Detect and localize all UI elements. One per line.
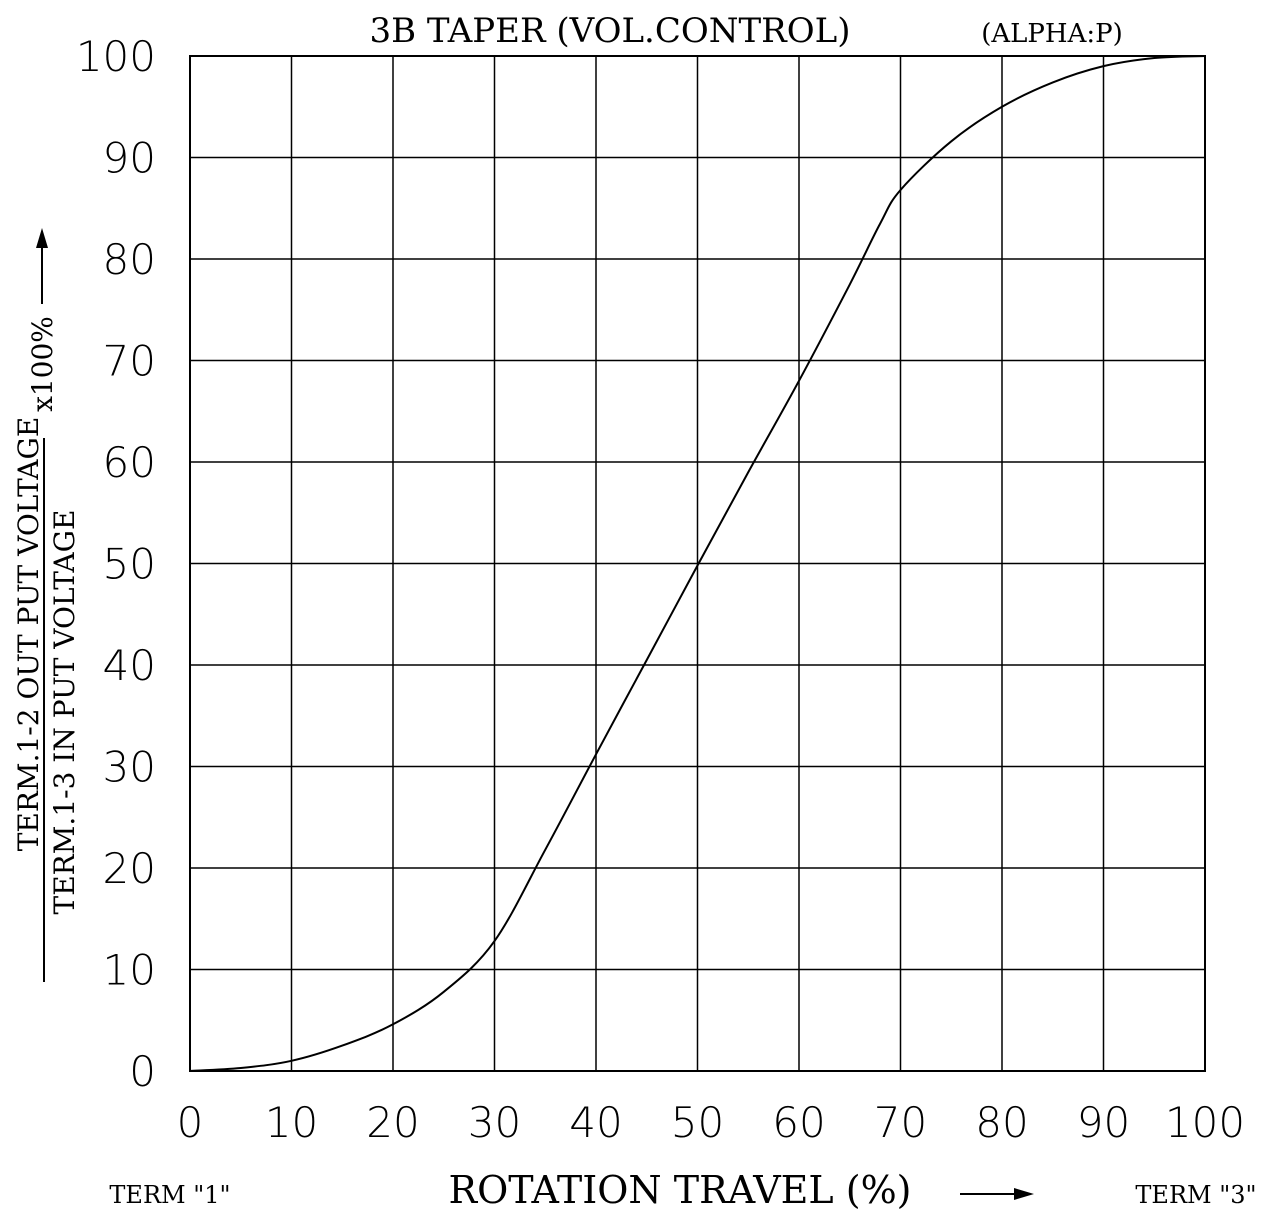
x-tick-label: 10: [265, 1098, 318, 1147]
x-start-term-label: TERM "1": [109, 1181, 230, 1209]
x-tick-label: 70: [874, 1098, 927, 1147]
y-tick-label: 0: [129, 1047, 156, 1096]
y-label-multiplier: x100%: [26, 316, 59, 412]
plot-frame: [189, 55, 1206, 1072]
x-axis-label: ROTATION TRAVEL (%): [449, 1168, 912, 1212]
x-tick-label: 80: [975, 1098, 1028, 1147]
y-tick-label: 20: [103, 844, 156, 893]
x-tick-label: 90: [1077, 1098, 1130, 1147]
x-end-term-label: TERM "3": [1135, 1181, 1256, 1209]
y-tick-label: 40: [103, 641, 156, 690]
x-tick-label: 20: [366, 1098, 419, 1147]
y-axis-label: TERM.1-2 OUT PUT VOLTAGE TERM.1-3 IN PUT…: [12, 228, 81, 982]
y-tick-label: 80: [103, 235, 156, 284]
x-axis-arrow: [960, 1188, 1034, 1200]
y-tick-label: 90: [103, 134, 156, 183]
y-tick-label: 60: [103, 438, 156, 487]
y-tick-label: 100: [76, 32, 156, 81]
y-tick-label: 50: [103, 540, 156, 589]
x-tick-label: 50: [671, 1098, 724, 1147]
taper-curve-line: [189, 55, 1206, 1072]
y-tick-label: 10: [103, 946, 156, 995]
y-tick-label: 30: [103, 743, 156, 792]
y-label-numerator: TERM.1-2 OUT PUT VOLTAGE: [12, 417, 45, 852]
y-label-denominator: TERM.1-3 IN PUT VOLTAGE: [48, 510, 81, 915]
x-tick-label: 40: [569, 1098, 622, 1147]
x-tick-label: 100: [1165, 1098, 1245, 1147]
x-tick-labels: 0 10 20 30 40 50 60 70 80 90 100: [177, 1098, 1245, 1147]
x-tick-label: 30: [468, 1098, 521, 1147]
y-tick-label: 70: [103, 337, 156, 386]
chart-subtitle: (ALPHA:P): [981, 19, 1123, 49]
chart-title: 3B TAPER (VOL.CONTROL): [369, 11, 850, 51]
y-tick-labels: 0 10 20 30 40 50 60 70 80 90 100: [76, 32, 156, 1096]
x-tick-label: 60: [772, 1098, 825, 1147]
y-axis-arrow: [36, 228, 48, 304]
x-tick-label: 0: [177, 1098, 204, 1147]
